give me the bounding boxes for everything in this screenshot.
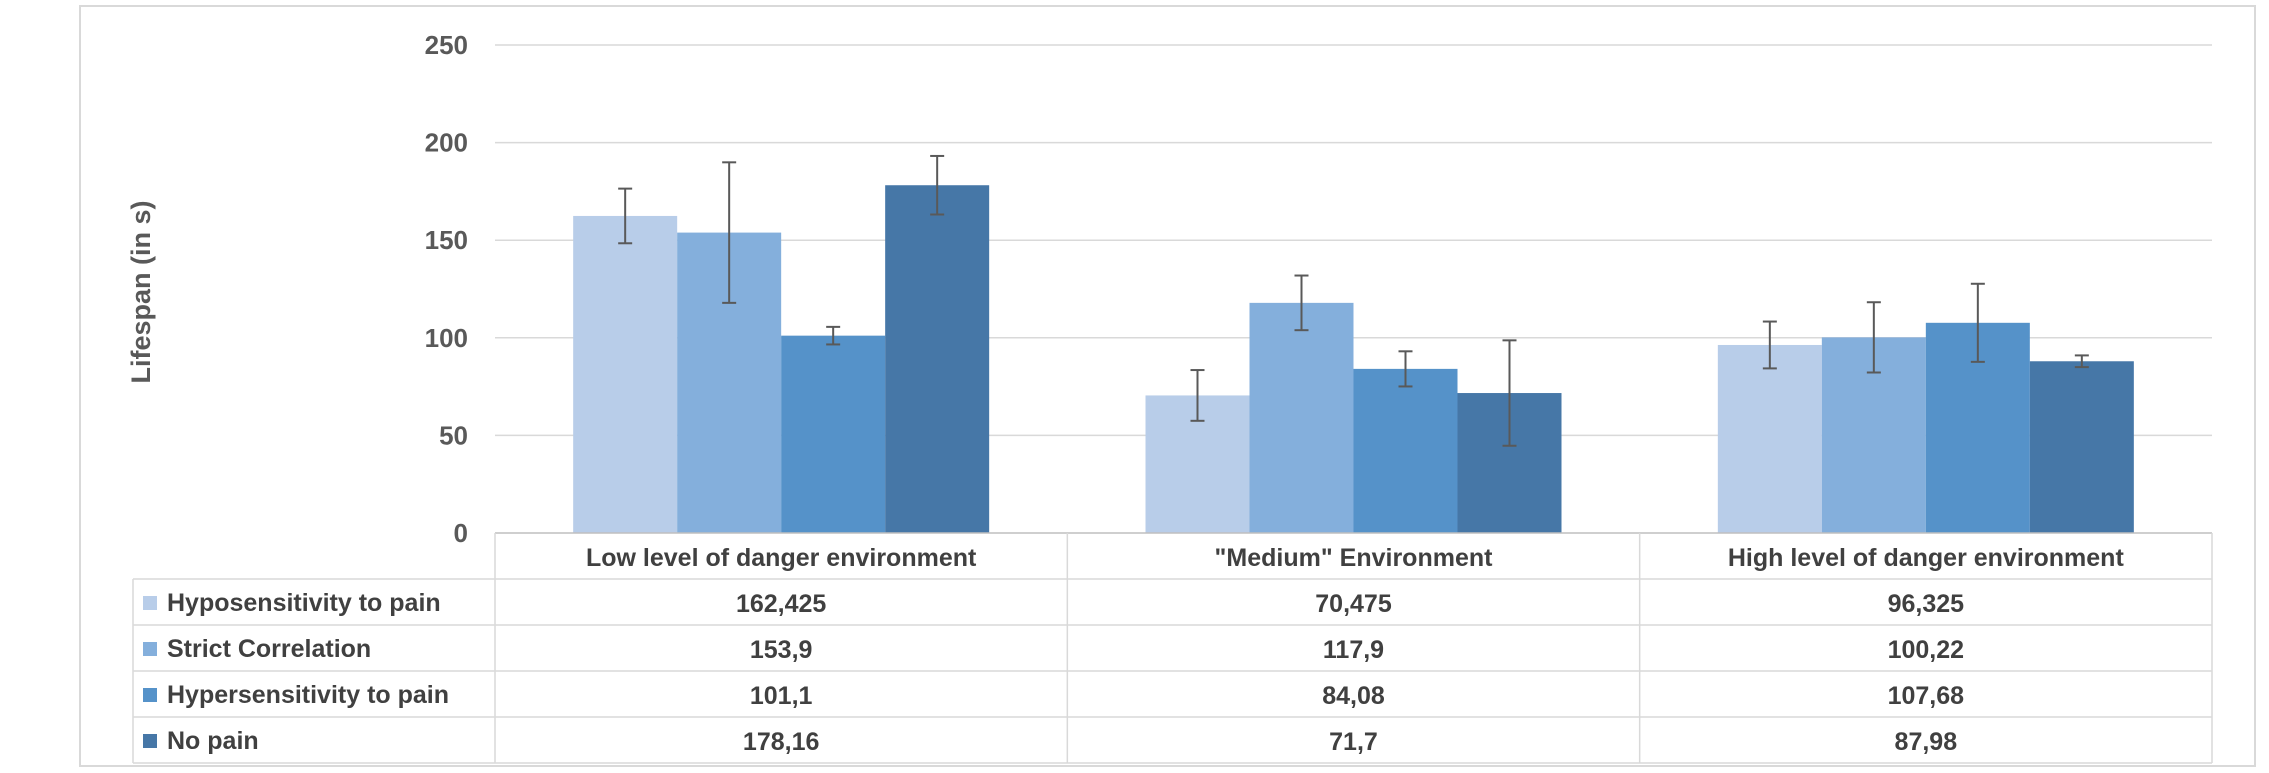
legend-label: Strict Correlation <box>167 635 371 663</box>
error-bars <box>618 154 2089 447</box>
table-cell-value: 107,68 <box>1888 682 1965 710</box>
bar <box>1249 302 1354 533</box>
legend-swatch <box>143 688 157 702</box>
legend-swatch <box>143 596 157 610</box>
table-cell-value: 84,08 <box>1322 682 1385 710</box>
category-label: High level of danger environment <box>1728 544 2125 572</box>
y-tick-label: 150 <box>425 225 468 255</box>
table-cell-value: 101,1 <box>750 682 813 710</box>
chart-border <box>79 5 2256 767</box>
y-tick-label: 200 <box>425 128 468 158</box>
bar <box>781 335 886 533</box>
bar <box>573 215 678 533</box>
table-cell-value: 117,9 <box>1323 636 1384 664</box>
bars <box>573 185 2134 533</box>
bar <box>1353 368 1458 533</box>
table-cell-value: 70,475 <box>1315 590 1392 618</box>
legend-swatch <box>143 642 157 656</box>
legend-label: Hyposensitivity to pain <box>167 589 441 617</box>
table-cell-value: 178,16 <box>743 728 819 756</box>
y-tick-label: 0 <box>454 518 468 548</box>
table-cell-value: 153,9 <box>750 636 813 664</box>
table-cell-value: 100,22 <box>1888 636 1964 664</box>
table-cell-value: 96,325 <box>1888 590 1965 618</box>
data-table: Low level of danger environment "Medium" … <box>132 532 2213 764</box>
bar <box>1717 344 1822 533</box>
bar <box>2029 361 2134 533</box>
bar <box>885 185 990 533</box>
legend-label: No pain <box>167 727 259 755</box>
y-axis-ticks: 0 50 100 150 200 250 <box>425 30 468 548</box>
y-tick-label: 50 <box>439 420 468 450</box>
y-axis-label: Lifespan (in s) <box>126 200 156 383</box>
table-cell-value: 162,425 <box>736 590 826 618</box>
y-tick-label: 250 <box>425 30 468 60</box>
table-cell-value: 87,98 <box>1895 728 1958 756</box>
y-tick-label: 100 <box>425 323 468 353</box>
category-label: Low level of danger environment <box>586 544 977 572</box>
legend-swatch <box>143 734 157 748</box>
category-label: "Medium" Environment <box>1215 544 1494 572</box>
table-cell-value: 71,7 <box>1329 728 1378 756</box>
legend-label: Hypersensitivity to pain <box>167 681 449 709</box>
